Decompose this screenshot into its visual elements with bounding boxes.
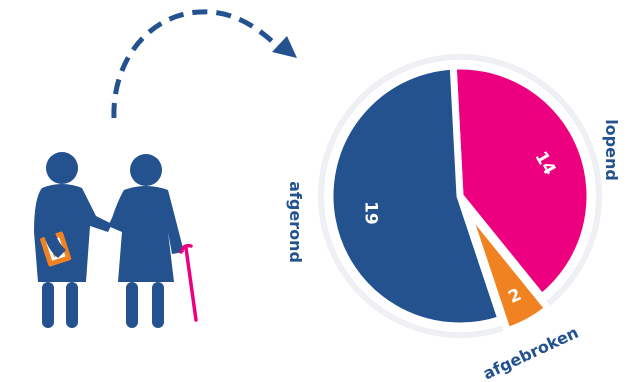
pie-slice-afgebroken: [462, 205, 553, 336]
category-label-lopend: lopend: [602, 119, 621, 181]
cane-icon: [179, 243, 198, 322]
data-label-afgerond: 19: [361, 201, 381, 225]
pie-slice-lopend: [449, 62, 594, 302]
elderly-couple-with-cane-icon: [34, 152, 198, 328]
left-person-icon: [34, 152, 112, 328]
category-label-afgerond: afgerond: [286, 181, 305, 263]
dashed-curved-arrow-icon: [111, 9, 297, 119]
right-person-icon: [108, 154, 198, 328]
pie-slice-afgerond: [326, 62, 506, 330]
